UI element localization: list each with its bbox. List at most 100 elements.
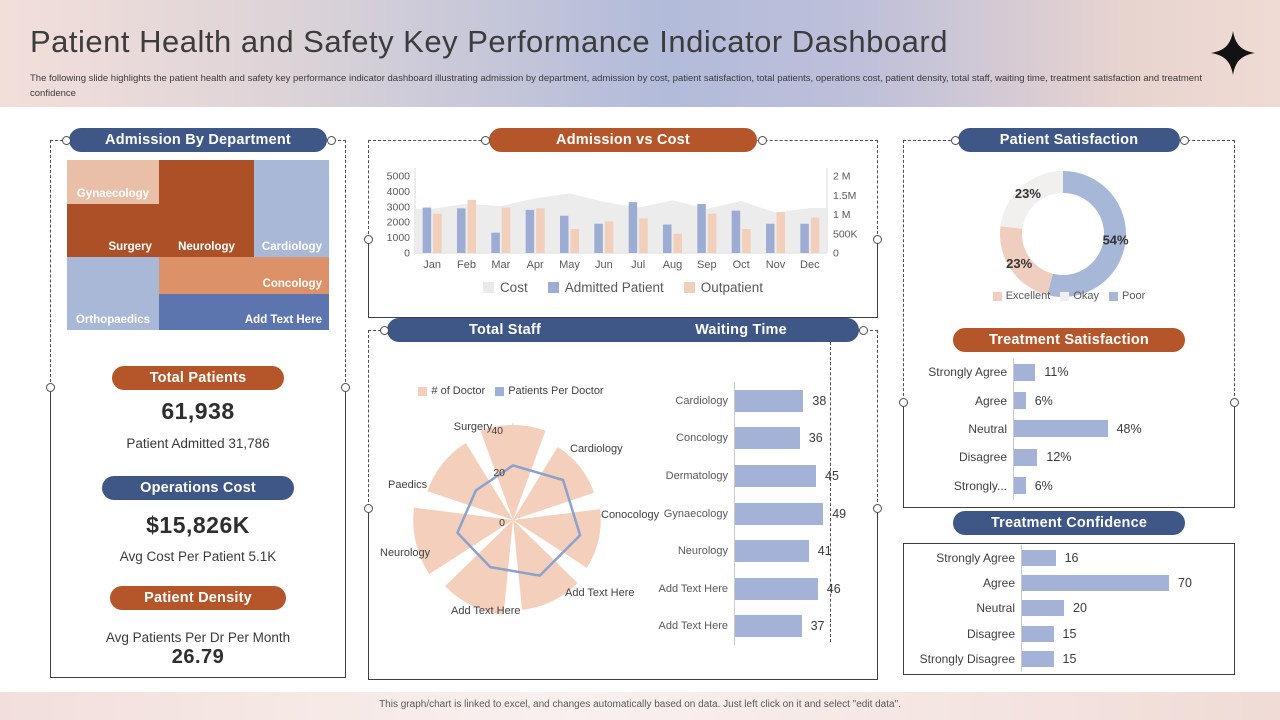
chart-title-pill[interactable]: Total Staff Waiting Time <box>387 318 859 342</box>
treemap-chart[interactable]: Gynaecology Surgery Orthopaedics Neurology C… <box>67 160 329 330</box>
admitted-patient-bar <box>422 207 432 253</box>
bar-value-label: 48% <box>1116 421 1142 436</box>
kpi-sub-patient-density: Avg Patients Per Dr Per Month <box>105 630 291 645</box>
month-label: Jun <box>595 259 613 271</box>
chart-title: Treatment Confidence <box>990 515 1148 531</box>
category-label: Gynaecology <box>663 507 728 520</box>
page-title: Patient Health and Safety Key Performanc… <box>30 24 948 59</box>
header-banner: Patient Health and Safety Key Performanc… <box>0 0 1280 107</box>
bar-value-label: 6% <box>1034 478 1053 493</box>
bar-row: Strongly... 6% <box>911 471 1223 500</box>
panel-admission-by-department[interactable]: Admission By Department Gynaecology Surge… <box>46 128 350 678</box>
treatment-satisfaction-chart[interactable]: Strongly Agree 11% Agree 6% Neutral 48% Disagr… <box>911 358 1223 500</box>
chart-legend: Cost Admitted Patient Outpatient <box>368 280 878 295</box>
outpatient-bar <box>776 212 785 253</box>
connector-node <box>873 504 882 513</box>
chart-title-total-staff: Total Staff <box>468 322 541 338</box>
radar-legend: # of Doctor Patients Per Doctor <box>386 385 636 397</box>
category-label: Add Text Here <box>658 620 728 633</box>
treemap-cell: Gynaecology <box>67 160 159 205</box>
bar <box>1014 363 1036 381</box>
bar-track: 49 <box>734 494 872 533</box>
category-label: Neutral <box>968 421 1007 436</box>
combo-chart[interactable]: 0 1000 2000 3000 4000 5000 0 500K 1 M 1.5M 2 M Jan F… <box>368 148 878 278</box>
outpatient-bar <box>810 217 820 253</box>
legend-label: Patients Per Doctor <box>508 385 604 397</box>
panel-patient-satisfaction[interactable]: Patient Satisfaction 54% 23% 23% Excellent… <box>899 128 1239 508</box>
chart-title: Treatment Satisfaction <box>989 332 1149 348</box>
outpatient-bar <box>742 229 751 253</box>
bar-track: 15 <box>1021 621 1231 647</box>
month-label: Jul <box>631 259 645 271</box>
kpi-value-operations-cost: $15,826K <box>146 512 250 538</box>
outpatient-bar <box>639 218 648 253</box>
doctor-wedge <box>513 509 601 568</box>
treemap-cell-label: Concology <box>262 277 322 290</box>
bar-track: 37 <box>734 607 872 646</box>
admitted-patient-bar <box>628 202 638 253</box>
category-label: Agree <box>974 393 1007 408</box>
right-axis-tick: 500K <box>833 228 858 240</box>
bar <box>1022 600 1064 617</box>
outpatient-bar <box>501 207 511 253</box>
chart-title-pill[interactable]: Treatment Confidence <box>953 511 1185 535</box>
radar-axis-tick: 20 <box>493 467 505 479</box>
donut-slice-poor <box>1047 171 1127 297</box>
radar-category-label: Conocology <box>601 509 660 521</box>
chart-title-pill[interactable]: Admission vs Cost <box>489 128 757 152</box>
legend-label: Okay <box>1073 290 1100 302</box>
month-label: Apr <box>527 259 544 271</box>
category-label: Strongly Agree <box>928 365 1007 380</box>
month-label: Sep <box>697 259 717 271</box>
legend-item: Outpatient <box>683 280 763 295</box>
radar-category-label: Add Text Here <box>565 587 635 599</box>
bar <box>1022 575 1169 592</box>
month-label: Mar <box>491 259 510 271</box>
bar-track: 41 <box>734 532 872 570</box>
bar-track: 16 <box>1021 545 1231 571</box>
legend-swatch <box>418 386 428 396</box>
bar <box>735 427 800 450</box>
panel-admission-vs-cost[interactable]: Admission vs Cost 0 1000 2000 3000 4000 5000 0… <box>364 128 882 318</box>
bar-row: Cardiology 38 <box>640 382 872 420</box>
kpi-value-patient-density: 26.79 <box>171 646 225 668</box>
category-label: Strongly... <box>953 478 1007 493</box>
bar-track: 45 <box>734 457 872 495</box>
bar <box>1014 448 1038 466</box>
legend-item: Cost <box>482 280 528 295</box>
left-axis-tick: 0 <box>404 248 410 260</box>
radar-category-label: Surgery <box>454 421 493 433</box>
bar-row: Add Text Here 46 <box>640 569 872 608</box>
chart-title-pill[interactable]: Patient Satisfaction <box>958 128 1180 152</box>
treemap-cell: Cardiology <box>254 160 329 257</box>
treemap-cell: Surgery <box>67 204 159 257</box>
bar-track: 36 <box>734 419 872 458</box>
donut-chart[interactable]: 54% 23% 23% <box>903 152 1223 302</box>
treemap-cell-label: Gynaecology <box>76 188 150 201</box>
doctor-wedge <box>445 520 513 615</box>
bar-value-label: 46 <box>826 581 841 596</box>
legend-swatch <box>495 386 505 396</box>
chart-title-pill[interactable]: Admission By Department <box>69 128 327 152</box>
kpi-pill-patient-density[interactable]: Patient Density <box>110 586 286 610</box>
bar-row: Disagree 15 <box>909 621 1231 647</box>
doctor-wedge <box>413 507 513 575</box>
treatment-confidence-chart[interactable]: Strongly Agree 16 Agree 70 Neutral 20 Disagree… <box>909 545 1231 672</box>
kpi-sub-operations-cost: Avg Cost Per Patient 5.1K <box>119 549 277 564</box>
kpi-pill-total-patients[interactable]: Total Patients <box>112 366 284 390</box>
panel-treatment-confidence[interactable]: Treatment Confidence Strongly Agree 16 Agr… <box>903 511 1235 675</box>
treemap-cell-label: Orthopaedics <box>75 313 151 326</box>
kpi-pill-operations-cost[interactable]: Operations Cost <box>102 476 294 500</box>
connector-node <box>1180 136 1189 145</box>
kpi-label: Total Patients <box>149 370 247 386</box>
kpi-value-total-patients: 61,938 <box>161 398 235 424</box>
bar-value-label: 15 <box>1062 626 1077 641</box>
waiting-time-chart[interactable]: Cardiology 38 Concology 36 Dermatology 45 Gyna… <box>640 382 872 646</box>
patients-per-doctor-line <box>456 464 582 577</box>
category-label: Add Text Here <box>658 582 728 595</box>
panel-total-staff-waiting-time[interactable]: Total Staff Waiting Time # of Doctor Pati… <box>364 318 882 680</box>
radar-axis-tick: 40 <box>491 425 503 437</box>
treemap-cell: Orthopaedics <box>67 256 159 330</box>
chart-title-pill[interactable]: Treatment Satisfaction <box>953 328 1185 352</box>
